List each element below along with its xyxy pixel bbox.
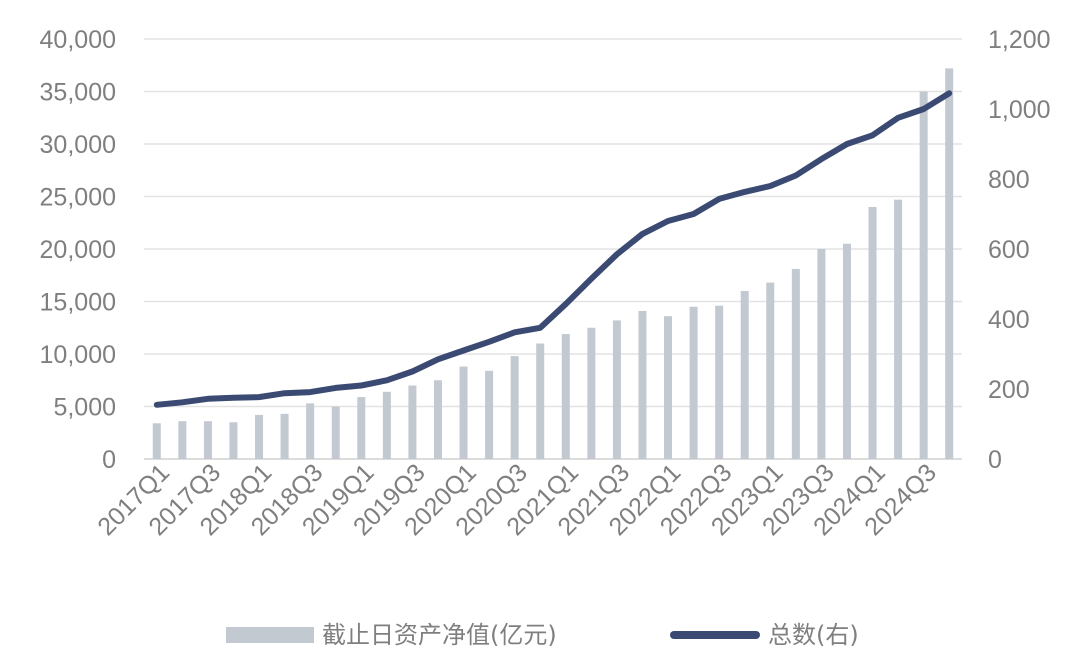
bar — [255, 414, 264, 459]
bar — [331, 406, 340, 459]
bar — [715, 305, 724, 459]
bar — [894, 199, 903, 459]
left-axis: 0 5,000 10,000 15,000 20,000 25,000 30,000 35,0… — [40, 26, 116, 474]
y-right-tick-label: 200 — [988, 376, 1030, 404]
y-right-tick-label: 1,200 — [988, 26, 1051, 54]
bar — [510, 356, 519, 459]
bar — [203, 421, 212, 459]
bar — [919, 91, 928, 459]
bar — [306, 403, 315, 459]
y-left-tick-label: 10,000 — [40, 341, 116, 369]
legend-label-line: 总数(右) — [768, 621, 859, 649]
y-right-tick-label: 1,000 — [988, 96, 1051, 124]
y-left-tick-label: 0 — [102, 446, 116, 474]
x-axis: 2017Q12017Q32018Q12018Q32019Q12019Q32020… — [92, 458, 942, 541]
bar — [587, 327, 596, 459]
bar — [408, 385, 417, 459]
bar — [945, 68, 954, 460]
legend: 截止日资产净值(亿元) 总数(右) — [0, 610, 1080, 660]
bar — [791, 268, 800, 459]
legend-swatch-line — [670, 631, 760, 639]
y-left-tick-label: 30,000 — [40, 131, 116, 159]
bar — [178, 421, 187, 459]
bar — [842, 243, 851, 459]
bar — [612, 320, 621, 459]
y-right-tick-label: 400 — [988, 306, 1030, 334]
bar — [561, 334, 570, 459]
bar — [638, 310, 647, 459]
bar — [229, 422, 238, 459]
bar — [382, 391, 391, 459]
y-left-tick-label: 35,000 — [40, 79, 116, 107]
bar — [433, 380, 442, 459]
y-right-tick-label: 0 — [988, 446, 1002, 474]
y-left-tick-label: 20,000 — [40, 236, 116, 264]
y-left-tick-label: 5,000 — [53, 394, 116, 422]
chart: 0 5,000 10,000 15,000 20,000 25,000 30,000 35,0… — [40, 26, 1051, 541]
legend-swatch-bar — [226, 627, 314, 643]
y-right-tick-label: 800 — [988, 166, 1030, 194]
legend-label-bar: 截止日资产净值(亿元) — [322, 621, 557, 649]
bar — [664, 316, 673, 459]
bar — [536, 343, 545, 459]
y-right-tick-label: 600 — [988, 236, 1030, 264]
bar — [817, 249, 826, 459]
gridlines — [144, 38, 962, 460]
line-series — [153, 90, 953, 408]
bar-series — [152, 68, 954, 460]
y-left-tick-label: 15,000 — [40, 289, 116, 317]
bar — [689, 306, 698, 459]
bar — [280, 413, 289, 459]
y-left-tick-label: 25,000 — [40, 184, 116, 212]
bar — [766, 282, 775, 459]
line-path — [153, 90, 953, 408]
bar — [152, 423, 161, 459]
bar — [485, 370, 494, 459]
y-left-tick-label: 40,000 — [40, 26, 116, 54]
bar — [868, 207, 877, 459]
bar — [740, 291, 749, 459]
bar — [459, 366, 468, 459]
right-axis: 0 200 400 600 800 1,000 1,200 — [988, 26, 1051, 474]
bar — [357, 397, 366, 459]
